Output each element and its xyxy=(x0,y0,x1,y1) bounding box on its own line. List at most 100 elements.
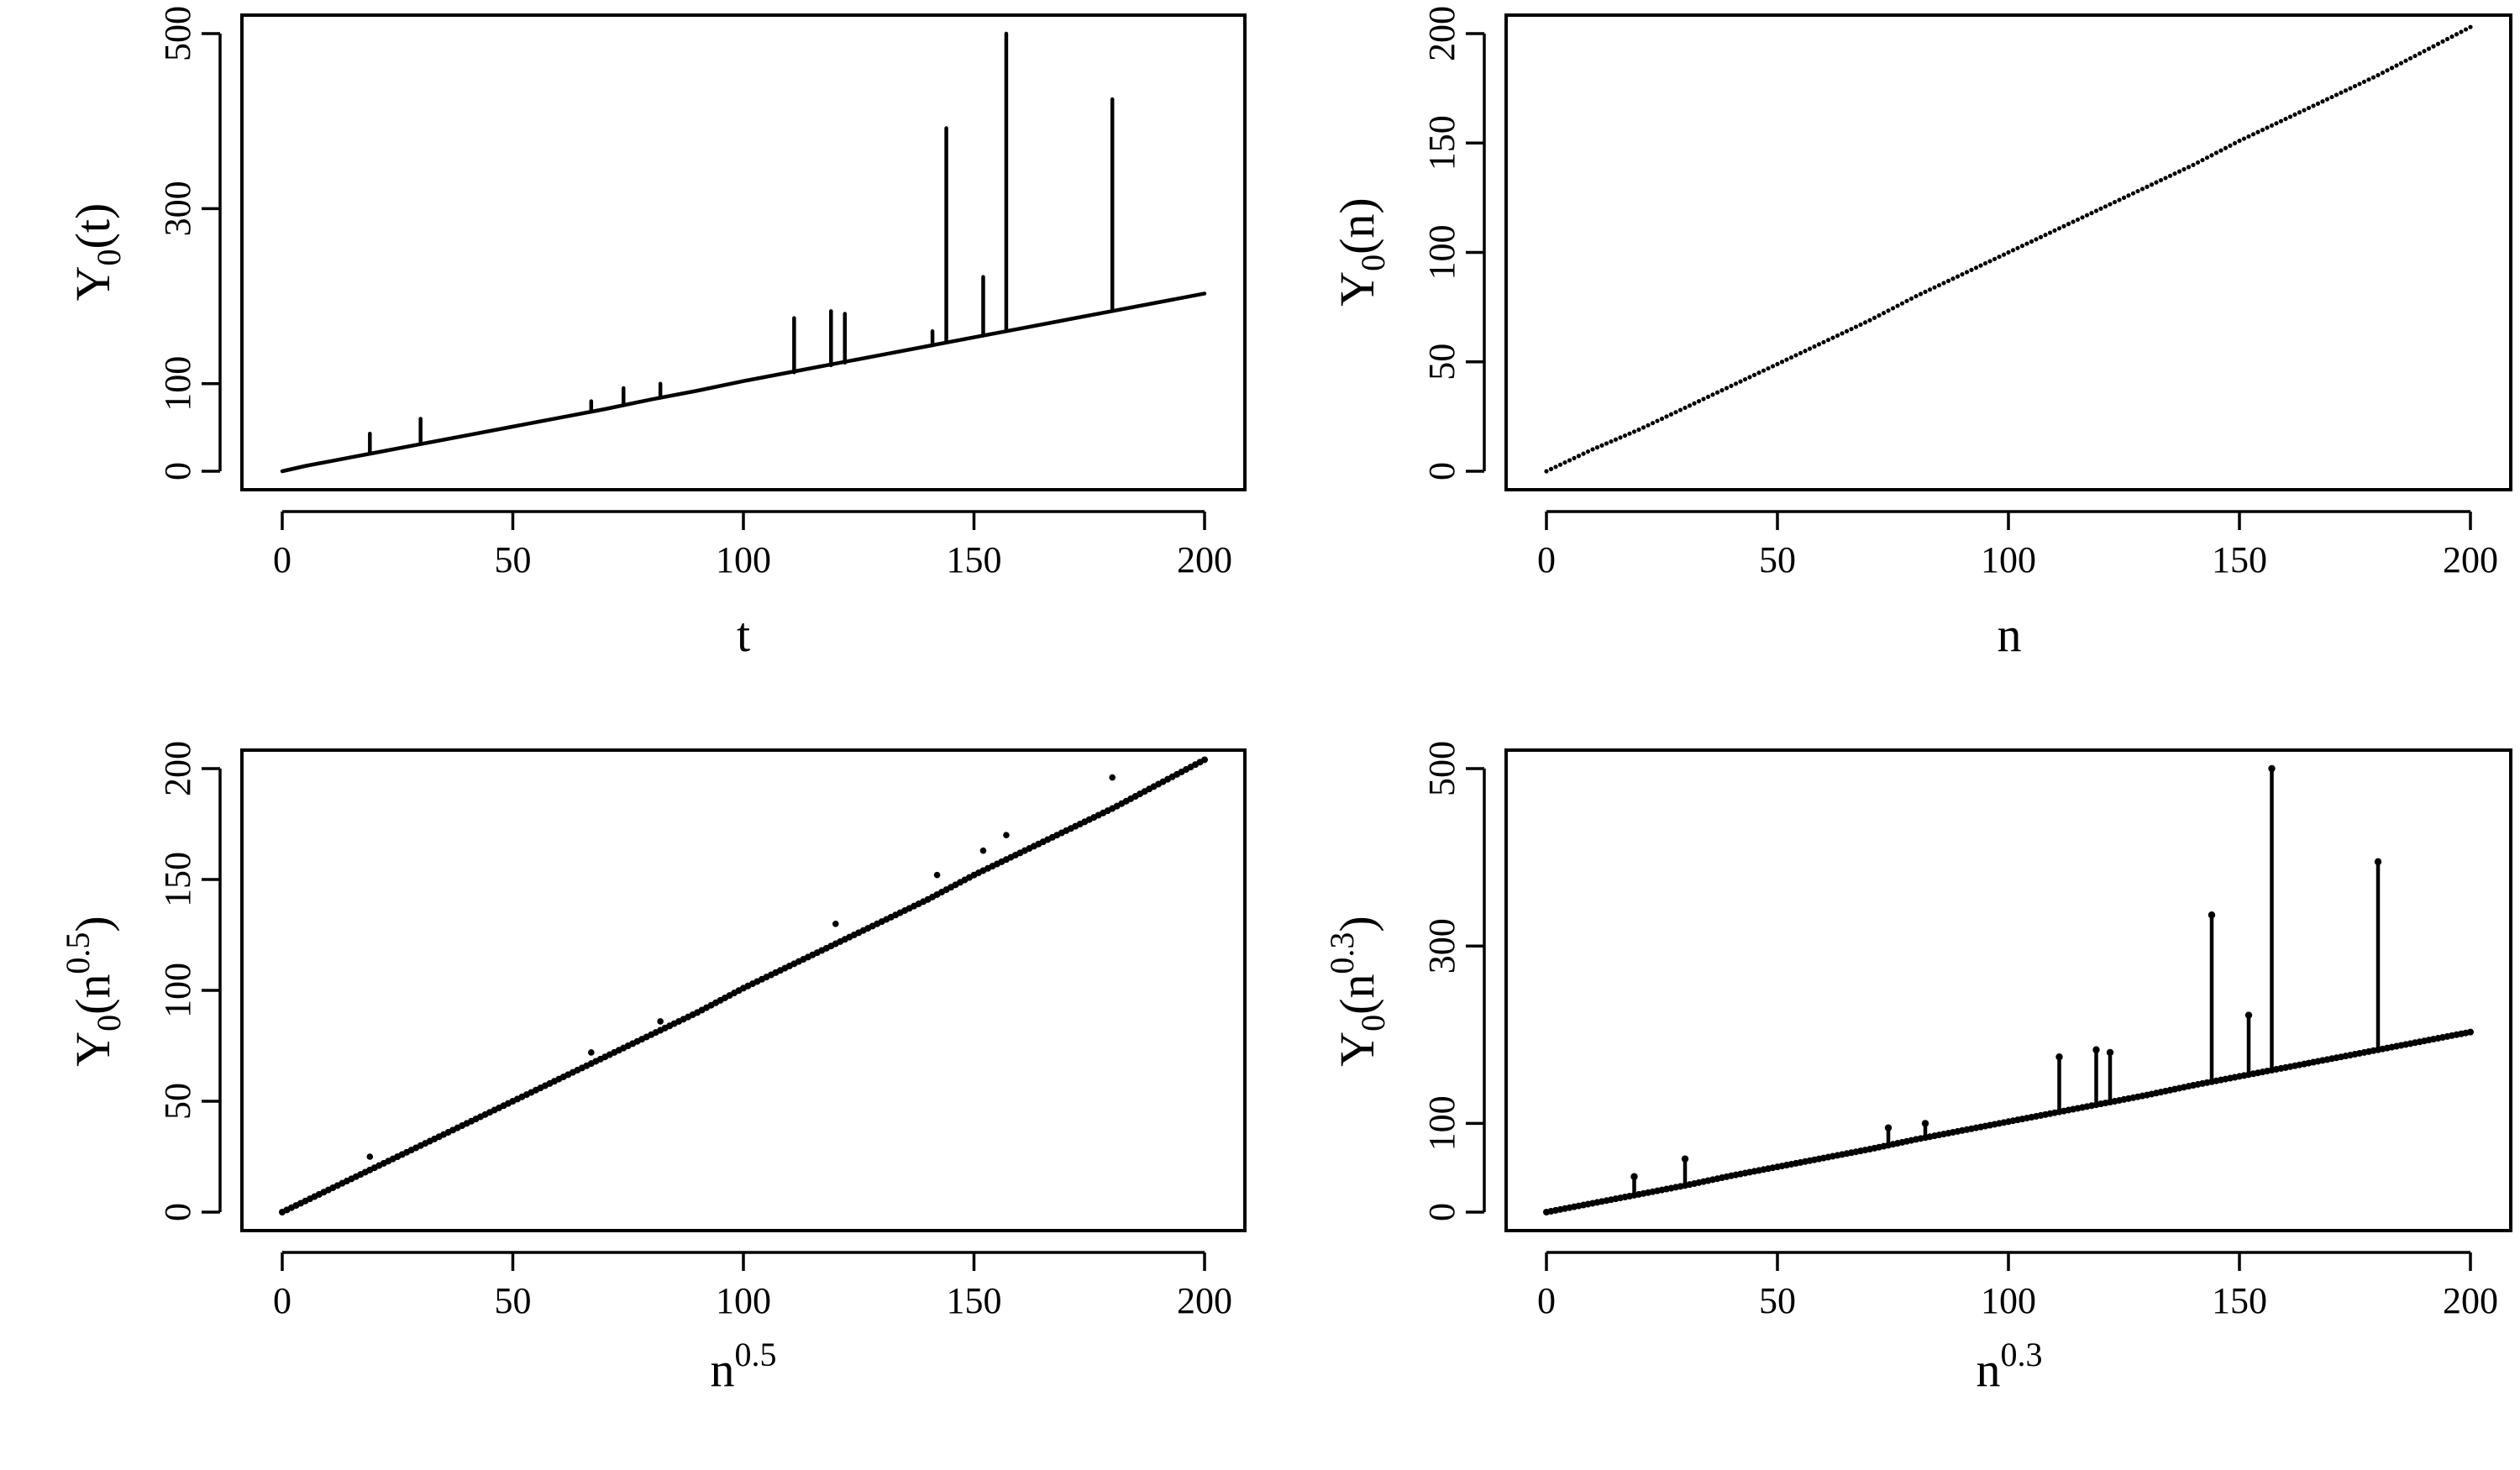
data-point xyxy=(1673,410,1678,415)
data-point xyxy=(2056,226,2062,231)
y-label-superscript: 0.5 xyxy=(59,932,97,974)
y-axis-label: Y0(n0.5) xyxy=(59,916,128,1067)
data-point xyxy=(1812,344,1817,349)
x-tick-label: 200 xyxy=(1177,1280,1232,1321)
x-axis-label: t xyxy=(737,607,750,662)
data-point xyxy=(2117,197,2122,202)
data-point xyxy=(2426,46,2432,51)
data-point xyxy=(1613,437,1619,442)
data-point xyxy=(1982,260,1988,266)
data-point xyxy=(2431,44,2436,49)
plot-frame xyxy=(240,13,1247,491)
data-point xyxy=(1936,282,1942,288)
spike-tip-point xyxy=(2055,1053,2063,1061)
data-point xyxy=(2015,245,2020,250)
data-point xyxy=(1618,435,1623,440)
data-point xyxy=(1766,365,1771,371)
data-point xyxy=(2468,24,2473,29)
data-point xyxy=(1825,338,1831,343)
data-point xyxy=(2274,121,2279,126)
data-point xyxy=(2089,211,2094,216)
data-point xyxy=(1668,412,1674,417)
data-point xyxy=(1622,433,1628,438)
data-point xyxy=(2066,222,2071,227)
x-tick-label: 200 xyxy=(1177,539,1232,580)
spike-tip-point xyxy=(1630,1173,1638,1180)
data-point xyxy=(1646,423,1651,428)
data-point xyxy=(1992,256,1998,261)
y-label-base: Y xyxy=(66,1032,120,1067)
data-point xyxy=(1729,383,1734,389)
y-axis: 0 50 100 150 200 xyxy=(1421,6,1486,480)
data-point xyxy=(1775,361,1780,366)
data-point xyxy=(1918,291,1924,297)
x-axis-label: n xyxy=(1998,607,2022,662)
data-point xyxy=(2459,29,2464,34)
spike-tip-point xyxy=(2374,858,2382,866)
data-point xyxy=(2145,184,2150,189)
data-point xyxy=(2241,136,2247,141)
data-point xyxy=(2071,219,2076,224)
data-point xyxy=(2440,39,2445,44)
data-point xyxy=(2467,1028,2474,1036)
y-label-argument: n xyxy=(66,974,120,999)
data-point xyxy=(1816,342,1822,347)
data-point xyxy=(1997,255,2002,260)
data-point xyxy=(1914,294,1919,299)
data-point xyxy=(2108,202,2113,207)
data-point xyxy=(2172,171,2177,176)
data-point xyxy=(1655,418,1660,423)
data-point xyxy=(1687,403,1693,408)
y-axis: 0 100 300 500 xyxy=(157,6,222,480)
data-point xyxy=(2324,97,2330,102)
y-tick-label: 0 xyxy=(1421,1203,1462,1221)
data-point xyxy=(2223,145,2229,150)
data-point xyxy=(2278,118,2284,123)
svg-text:Y0(n0.3): Y0(n0.3) xyxy=(1323,916,1392,1067)
data-point xyxy=(2283,116,2288,122)
data-point xyxy=(1969,267,1974,272)
data-point xyxy=(2376,72,2381,78)
data-point xyxy=(1576,454,1582,459)
data-point xyxy=(1867,318,1872,323)
data-point xyxy=(1659,416,1665,422)
data-point xyxy=(2139,186,2145,192)
x-label-superscript: 0.3 xyxy=(2001,1336,2043,1373)
data-point xyxy=(1609,438,1614,444)
data-point xyxy=(1899,301,1905,306)
y-tick-label: 150 xyxy=(1421,115,1462,171)
y-tick-label: 100 xyxy=(1421,1095,1462,1151)
y-tick-label: 300 xyxy=(1421,918,1462,974)
svg-text:Y0(n0.5): Y0(n0.5) xyxy=(59,916,128,1067)
data-point xyxy=(2001,252,2007,257)
data-point xyxy=(1572,455,1577,460)
data-point xyxy=(1585,449,1591,454)
spike-tip-point xyxy=(2244,1011,2253,1019)
data-point xyxy=(1950,276,1956,281)
data-point xyxy=(2163,176,2168,181)
y-label-base: Y xyxy=(66,265,120,301)
x-tick-label: 0 xyxy=(273,539,291,580)
data-point xyxy=(1761,368,1767,373)
data-point xyxy=(1544,469,1549,474)
data-point xyxy=(1553,465,1558,470)
data-point xyxy=(1692,401,1697,406)
x-label-base: n xyxy=(711,1342,735,1397)
data-point xyxy=(2019,244,2025,249)
y-tick-label: 200 xyxy=(1421,6,1462,61)
data-point xyxy=(2407,55,2413,61)
svg-text:Y0(t): Y0(t) xyxy=(66,203,128,302)
data-point xyxy=(2292,112,2297,117)
data-point xyxy=(1807,346,1813,351)
x-tick-label: 50 xyxy=(495,539,532,580)
panel-top-left: 0 50 100 150 200 0 100 300 500 t Y0(t) xyxy=(66,6,1247,662)
data-layer xyxy=(279,756,1208,1215)
x-axis: 0 50 100 150 200 xyxy=(1537,1251,2498,1321)
data-point xyxy=(1779,360,1785,365)
data-point xyxy=(1849,327,1854,332)
data-point xyxy=(1714,390,1720,395)
data-point xyxy=(1747,375,1752,380)
data-point xyxy=(1631,429,1637,434)
outlier-point xyxy=(933,871,941,879)
